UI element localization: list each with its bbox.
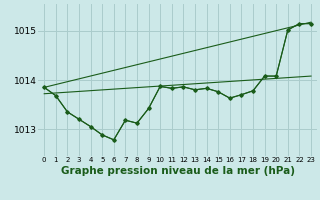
X-axis label: Graphe pression niveau de la mer (hPa): Graphe pression niveau de la mer (hPa)	[60, 166, 295, 176]
